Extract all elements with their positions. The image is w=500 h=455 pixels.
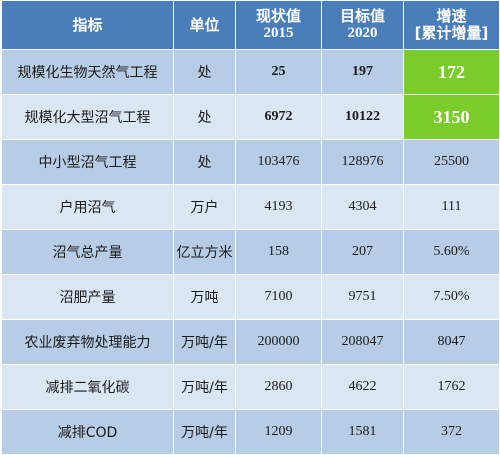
growth-value-cell: 372 bbox=[403, 409, 500, 455]
target-value-cell: 207 bbox=[321, 229, 404, 275]
unit-cell: 万吨 bbox=[173, 274, 236, 320]
target-value-cell: 197 bbox=[321, 49, 404, 95]
unit-cell: 处 bbox=[173, 94, 236, 140]
indicator-cell: 中小型沼气工程 bbox=[1, 139, 174, 185]
table-row: 规模化生物天然气工程 处 25 197 172 bbox=[1, 49, 500, 95]
header-growth-sub: [累计增量] bbox=[414, 24, 489, 42]
unit-cell: 万户 bbox=[173, 184, 236, 230]
target-value-cell: 208047 bbox=[321, 319, 404, 365]
current-value-cell: 25 bbox=[235, 49, 322, 95]
table-row: 中小型沼气工程 处 103476 128976 25500 bbox=[1, 139, 500, 185]
indicator-cell: 农业废弃物处理能力 bbox=[1, 319, 174, 365]
growth-value-cell: 111 bbox=[403, 184, 500, 230]
unit-cell: 万吨/年 bbox=[173, 319, 236, 365]
header-target-year: 2020 bbox=[347, 25, 378, 41]
table-row: 农业废弃物处理能力 万吨/年 200000 208047 8047 bbox=[1, 319, 500, 365]
target-value-cell: 128976 bbox=[321, 139, 404, 185]
header-unit: 单位 bbox=[173, 0, 236, 50]
header-growth: 增速 [累计增量] bbox=[403, 0, 500, 50]
growth-value-cell: 8047 bbox=[403, 319, 500, 365]
current-value-cell: 7100 bbox=[235, 274, 322, 320]
unit-cell: 万吨/年 bbox=[173, 364, 236, 410]
unit-cell: 万吨/年 bbox=[173, 409, 236, 455]
growth-value-cell: 25500 bbox=[403, 139, 500, 185]
unit-cell: 处 bbox=[173, 49, 236, 95]
header-current: 现状值 2015 bbox=[235, 0, 322, 50]
indicator-cell: 规模化生物天然气工程 bbox=[1, 49, 174, 95]
target-value-cell: 9751 bbox=[321, 274, 404, 320]
header-indicator: 指标 bbox=[1, 0, 174, 50]
current-value-cell: 158 bbox=[235, 229, 322, 275]
growth-value-cell-highlight: 3150 bbox=[403, 94, 500, 140]
indicator-cell: 减排二氧化碳 bbox=[1, 364, 174, 410]
table-row: 沼肥产量 万吨 7100 9751 7.50% bbox=[1, 274, 500, 320]
unit-cell: 处 bbox=[173, 139, 236, 185]
current-value-cell: 1209 bbox=[235, 409, 322, 455]
target-value-cell: 4304 bbox=[321, 184, 404, 230]
table-row: 沼气总产量 亿立方米 158 207 5.60% bbox=[1, 229, 500, 275]
target-value-cell: 4622 bbox=[321, 364, 404, 410]
header-target: 目标值 2020 bbox=[321, 0, 404, 50]
unit-cell: 亿立方米 bbox=[173, 229, 236, 275]
current-value-cell: 103476 bbox=[235, 139, 322, 185]
current-value-cell: 6972 bbox=[235, 94, 322, 140]
header-current-year: 2015 bbox=[263, 25, 294, 41]
current-value-cell: 4193 bbox=[235, 184, 322, 230]
indicator-cell: 规模化大型沼气工程 bbox=[1, 94, 174, 140]
indicator-cell: 户用沼气 bbox=[1, 184, 174, 230]
target-value-cell: 1581 bbox=[321, 409, 404, 455]
growth-value-cell: 1762 bbox=[403, 364, 500, 410]
header-growth-label: 增速 bbox=[436, 7, 467, 25]
table-row: 户用沼气 万户 4193 4304 111 bbox=[1, 184, 500, 230]
indicator-cell: 减排COD bbox=[1, 409, 174, 455]
header-row: 指标 单位 现状值 2015 目标值 2020 增速 [累计增量] bbox=[1, 0, 500, 50]
growth-value-cell-highlight: 172 bbox=[403, 49, 500, 95]
table-row: 减排二氧化碳 万吨/年 2860 4622 1762 bbox=[1, 364, 500, 410]
current-value-cell: 200000 bbox=[235, 319, 322, 365]
target-value-cell: 10122 bbox=[321, 94, 404, 140]
table-row: 规模化大型沼气工程 处 6972 10122 3150 bbox=[1, 94, 500, 140]
table-row: 减排COD 万吨/年 1209 1581 372 bbox=[1, 409, 500, 455]
indicator-cell: 沼肥产量 bbox=[1, 274, 174, 320]
header-current-label: 现状值 bbox=[255, 7, 301, 25]
indicator-cell: 沼气总产量 bbox=[1, 229, 174, 275]
current-value-cell: 2860 bbox=[235, 364, 322, 410]
growth-value-cell: 7.50% bbox=[403, 274, 500, 320]
header-target-label: 目标值 bbox=[339, 7, 385, 25]
growth-value-cell: 5.60% bbox=[403, 229, 500, 275]
